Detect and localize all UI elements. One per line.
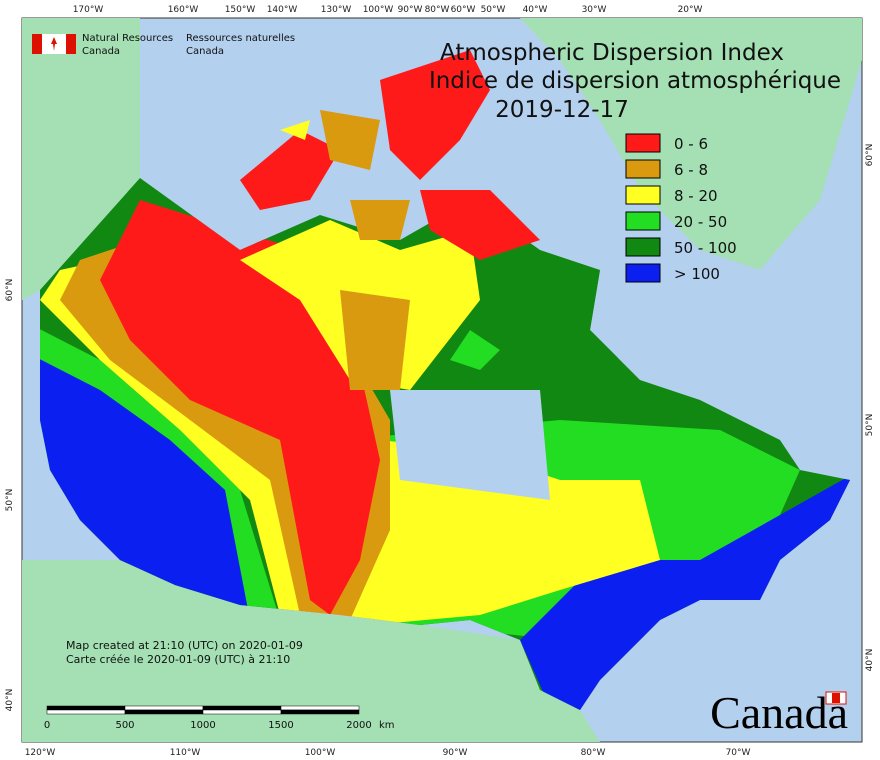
graticule-label: 120°W [25, 748, 56, 758]
graticule-label: 40°N [5, 689, 15, 712]
scale-segment [46, 709, 126, 715]
graticule-label: 160°W [168, 5, 199, 15]
graticule-label: 150°W [225, 5, 256, 15]
arctic-island [350, 200, 410, 240]
legend-label: 0 - 6 [674, 135, 708, 153]
wordmark: Canada [710, 687, 848, 738]
graticule-label: 80°W [581, 748, 606, 758]
arctic-island [380, 50, 490, 180]
scale-label: 500 [115, 720, 134, 731]
scale-label: 1500 [268, 720, 293, 731]
legend-label: 20 - 50 [674, 213, 727, 231]
graticule-label: 30°W [582, 5, 607, 15]
graticule-label: 60°W [451, 5, 476, 15]
legend-swatch [625, 263, 661, 283]
title: Indice de dispersion atmosphérique [429, 68, 841, 94]
graticule-label: 60°N [865, 144, 875, 167]
graticule-label: 110°W [170, 748, 201, 758]
greenland-land [520, 18, 862, 270]
flag-bar [32, 34, 42, 54]
legend-swatch [625, 237, 661, 257]
title: Atmospheric Dispersion Index [440, 40, 784, 66]
graticule-label: 130°W [321, 5, 352, 15]
graticule-label: 70°W [726, 748, 751, 758]
graticule-label: 100°W [305, 748, 336, 758]
scale-segment [280, 705, 360, 711]
arctic-island [280, 120, 310, 140]
legend-swatch [625, 159, 661, 179]
graticule-label: 50°N [865, 414, 875, 437]
legend-label: 50 - 100 [674, 239, 737, 257]
graticule-label: 50°N [5, 489, 15, 512]
alaska-land [22, 18, 140, 300]
graticule-label: 60°N [5, 279, 15, 302]
usa-land [22, 560, 600, 742]
agency-en: Canada [82, 46, 120, 57]
arctic-island [420, 190, 540, 260]
graticule-label: 140°W [267, 5, 298, 15]
arctic-island [320, 110, 380, 170]
graticule-label: 40°N [865, 649, 875, 672]
flag-bar [66, 34, 76, 54]
date: 2019-12-17 [495, 97, 629, 123]
scale-segment [46, 705, 126, 711]
scale-segment [124, 705, 204, 711]
agency-fr: Canada [186, 46, 224, 57]
arctic-island [240, 130, 340, 210]
scale-segment [202, 709, 282, 715]
legend-label: 6 - 8 [674, 161, 708, 179]
legend-label: 8 - 20 [674, 187, 718, 205]
legend-swatch [625, 133, 661, 153]
agency-en: Natural Resources [82, 33, 173, 44]
graticule-label: 170°W [73, 5, 104, 15]
graticule-label: 50°W [481, 5, 506, 15]
graticule-label: 90°W [398, 5, 423, 15]
scale-label: 2000 [346, 720, 371, 731]
credit-fr: Carte créée le 2020-01-09 (UTC) à 21:10 [66, 653, 290, 666]
graticule-label: 80°W [425, 5, 450, 15]
scale-segment [280, 709, 360, 715]
scale-segment [124, 709, 204, 715]
wordmark-flag [832, 693, 840, 703]
graticule-label: 40°W [523, 5, 548, 15]
legend-swatch [625, 185, 661, 205]
scale-segment [202, 705, 282, 711]
agency-fr: Ressources naturelles [186, 33, 295, 44]
scale-label: 1000 [190, 720, 215, 731]
credit-en: Map created at 21:10 (UTC) on 2020-01-09 [66, 639, 303, 652]
graticule-label: 90°W [443, 748, 468, 758]
graticule-label: 100°W [363, 5, 394, 15]
scale-label: 0 [44, 720, 50, 731]
graticule-label: 20°W [678, 5, 703, 15]
legend-label: > 100 [674, 265, 720, 283]
scale-unit: km [379, 720, 395, 731]
legend-swatch [625, 211, 661, 231]
maple-leaf [51, 37, 57, 51]
